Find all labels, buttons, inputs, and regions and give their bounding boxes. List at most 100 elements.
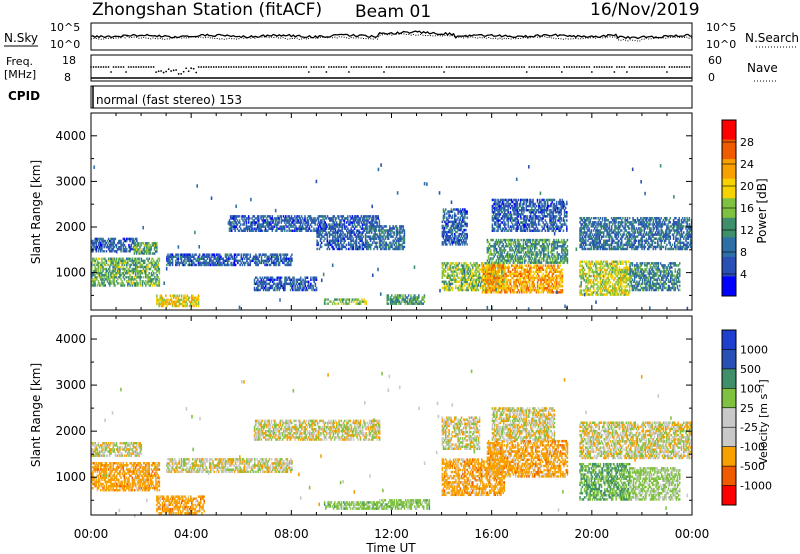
heatmap-cell [359,244,361,246]
heatmap-cell [363,231,365,233]
heatmap-cell [316,248,318,250]
nave-dot [238,66,240,68]
nave-dot [393,66,395,68]
heatmap-cell [485,287,487,289]
heatmap-cell [478,289,480,291]
heatmap-cell [454,274,456,276]
nave-dot [656,66,658,68]
freq-unit: [MHz] [4,68,36,81]
heatmap-cell [115,284,117,286]
heatmap-cell [238,253,240,255]
heatmap-cell [120,240,122,242]
heatmap-cell [343,298,345,300]
nave-dot [320,66,322,68]
heatmap-cell [466,223,468,225]
heatmap-cell [99,258,101,260]
heatmap-cell [274,279,276,281]
nave-dot [669,66,671,68]
nave-dot [368,66,370,68]
nave-dot [298,66,300,68]
nave-dot [280,66,282,68]
heatmap-cell [312,285,314,287]
heatmap-cell [456,272,458,274]
nave-dot [283,66,285,68]
heatmap-cell [235,264,237,266]
nave-dot [576,66,578,68]
nave-dot [346,66,348,68]
heatmap-cell [352,237,354,239]
nave-dot [674,66,676,68]
nave-dot [138,66,140,68]
nave-dot [125,71,127,73]
heatmap-cell [159,268,161,270]
nave-dot [230,66,232,68]
heatmap-cell [562,289,564,291]
noise-left-tick-top: 10^5 [50,21,80,34]
heatmap-cell [103,250,105,252]
nave-dot [213,66,215,68]
nave-dot [351,66,353,68]
heatmap-cell [562,269,564,271]
nave-dot [391,66,393,68]
heatmap-cell [549,239,551,241]
station-title: Zhongshan Station (fitACF) [92,0,322,20]
nave-dot [644,66,646,68]
nave-dot [581,66,583,68]
nave-dot [113,66,115,68]
nave-dot [503,66,505,68]
heatmap-cell [159,278,161,280]
nave-dot [170,70,172,72]
nave-dot [493,66,495,68]
nave-dot [689,66,691,68]
heatmap-cell [554,264,556,266]
nave-dot [220,66,222,68]
heatmap-cell [386,225,388,227]
nave-dot [240,66,242,68]
heatmap-cell [466,233,468,235]
nave-dot [115,66,117,68]
heatmap-cell [374,225,376,227]
heatmap-cell [240,223,242,225]
heatmap-cell [445,270,447,272]
noise-left-label: N.Sky [4,31,38,45]
heatmap-cell [562,285,564,287]
nave-dot [506,66,508,68]
power-heatmap [91,163,692,311]
heatmap-cell [137,282,139,284]
nave-dot [634,66,636,68]
heatmap-cell [404,229,406,231]
nave-dot [423,66,425,68]
heatmap-cell [287,253,289,255]
nave-dot [205,66,207,68]
heatmap-cell [329,248,331,250]
noise-search-line [91,34,692,42]
nave-dot [123,66,125,68]
heatmap-cell [148,272,150,274]
heatmap-cell [466,210,468,212]
nave-dot [416,66,418,68]
heatmap-cell [466,243,468,245]
heatmap-cell [281,281,283,283]
heatmap-cell [377,246,379,248]
nave-dot [448,66,450,68]
nave-dot [270,66,272,68]
nave-dot [183,71,185,73]
heatmap-cell [553,291,555,293]
nave-dot [446,66,448,68]
nave-dot [133,66,135,68]
heatmap-cell [404,246,406,248]
nave-dot [248,66,250,68]
noise-right-tick-top: 10^5 [706,21,736,34]
heatmap-cell [375,229,377,231]
nave-dot [438,66,440,68]
nave-dot [155,71,157,73]
heatmap-cell [335,302,337,304]
heatmap-cell [346,244,348,246]
nave-dot [626,71,628,73]
heatmap-cell [239,215,241,217]
heatmap-cell [281,215,283,217]
nave-dot [411,66,413,68]
heatmap-cell [482,262,484,264]
nave-dot [293,66,295,68]
nave-dot [526,71,528,73]
